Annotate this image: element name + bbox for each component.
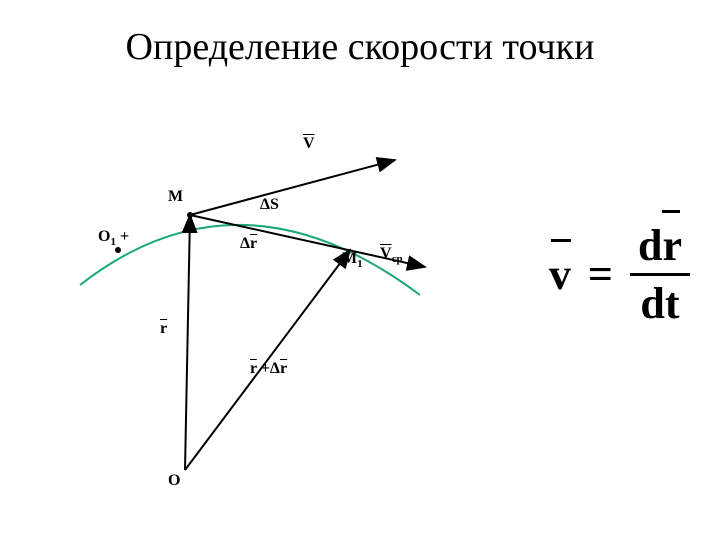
label-o: O xyxy=(168,472,180,490)
label-o1: O1 + xyxy=(98,228,129,248)
point-m xyxy=(187,212,193,218)
label-dr: Δr xyxy=(240,235,257,253)
page-title: Определение скорости точки xyxy=(0,25,720,69)
label-m1: M1 xyxy=(342,250,363,270)
velocity-formula: v = dr dt xyxy=(549,220,690,329)
label-vcp: Vcp xyxy=(380,245,403,265)
vector-v xyxy=(190,160,395,215)
label-ds: ΔS xyxy=(260,196,279,214)
label-v: V xyxy=(303,135,315,153)
diagram-svg xyxy=(60,120,460,500)
label-r-plus-dr: r +Δr xyxy=(250,360,287,378)
label-r: r xyxy=(160,320,167,338)
velocity-diagram: V M ΔS O1 + Δr M1 Vcp r r +Δr O xyxy=(60,120,460,500)
vector-r xyxy=(185,215,190,470)
label-m: M xyxy=(168,188,183,206)
